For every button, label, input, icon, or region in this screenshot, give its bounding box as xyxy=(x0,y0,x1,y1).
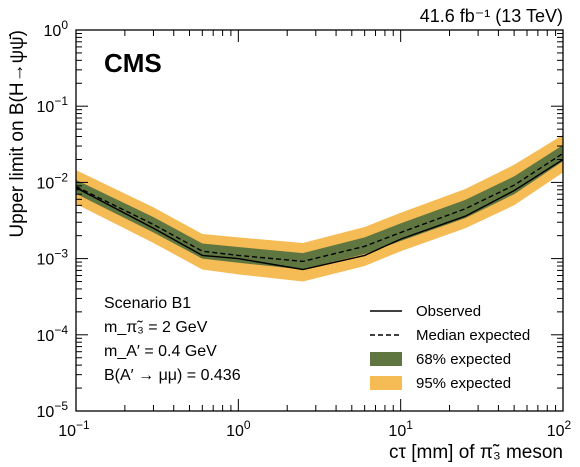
legend-68-label: 68% expected xyxy=(416,351,511,368)
y-tick-label: 10−2 xyxy=(37,170,69,192)
x-tick-label: 102 xyxy=(547,418,572,440)
median-expected-line xyxy=(75,152,564,263)
luminosity-label: 41.6 fb⁻¹ (13 TeV) xyxy=(420,6,563,26)
legend-95-swatch xyxy=(370,376,402,390)
axis-tick-labels: 10−1 100 101 102 10−5 10−4 10−3 10−2 10−1 100 xyxy=(37,18,572,440)
legend-95-label: 95% expected xyxy=(416,375,511,392)
annotation-meson-mass: m_π̃₃ = 2 GeV xyxy=(104,319,208,336)
legend-observed-label: Observed xyxy=(416,303,481,320)
legend: Observed Median expected 68% expected 95… xyxy=(370,303,530,392)
plot-frame xyxy=(75,29,564,412)
observed-line xyxy=(75,158,564,271)
band-68-expected xyxy=(76,145,563,270)
x-axis-title: cτ [mm] of π̃₃ meson xyxy=(389,442,563,463)
y-axis-title: Upper limit on B(H→ψψ̄) xyxy=(7,30,28,238)
x-tick-label: 100 xyxy=(226,418,251,440)
y-tick-label: 100 xyxy=(44,18,69,40)
annotation-dark-photon-mass: m_A′ = 0.4 GeV xyxy=(104,343,217,360)
axis-ticks xyxy=(75,29,564,412)
y-tick-label: 10−4 xyxy=(37,323,69,345)
cms-label: CMS xyxy=(104,48,162,78)
y-tick-label: 10−1 xyxy=(37,94,69,116)
x-tick-label: 10−1 xyxy=(58,418,90,440)
y-tick-label: 10−3 xyxy=(37,247,69,269)
legend-68-swatch xyxy=(370,352,402,366)
x-tick-label: 101 xyxy=(388,418,413,440)
y-tick-label: 10−5 xyxy=(37,399,69,421)
legend-expected-label: Median expected xyxy=(416,327,530,344)
annotation-scenario: Scenario B1 xyxy=(104,295,191,312)
annotation-branching-ratio: B(A′ → μμ) = 0.436 xyxy=(104,367,241,384)
